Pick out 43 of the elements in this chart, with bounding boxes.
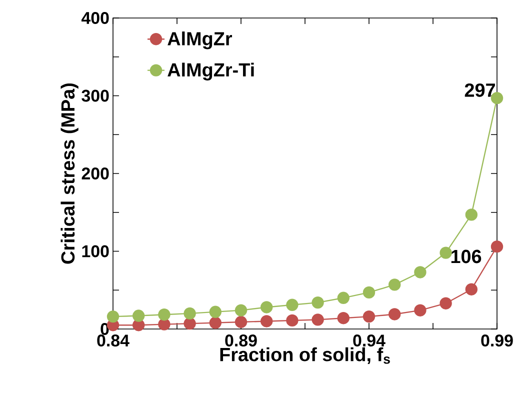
legend-label: AlMgZr (168, 32, 232, 50)
point (388, 278, 401, 291)
point (362, 310, 376, 323)
point (440, 246, 452, 259)
legend-label: AlMgZr-Ti (168, 62, 254, 80)
point (234, 316, 248, 328)
point (286, 314, 298, 327)
point (184, 307, 196, 320)
point (106, 310, 120, 323)
point (158, 318, 170, 330)
point (209, 316, 222, 329)
point (490, 240, 504, 253)
y-tick-label: 100 (82, 245, 109, 258)
point (234, 304, 248, 316)
point (465, 208, 478, 221)
x-tick-label: 0.84 (97, 334, 130, 347)
y-tick-label: 200 (82, 168, 109, 180)
y-tick-label: 400 (81, 12, 109, 24)
point (158, 308, 170, 321)
point (414, 304, 426, 316)
point (465, 283, 478, 296)
point (184, 317, 196, 330)
point (362, 286, 376, 299)
point (337, 292, 350, 304)
x-axis-title: Fraction of solid, f$_{s}$ (220, 347, 390, 364)
point (312, 296, 324, 309)
x-tick-label: 0.94 (353, 334, 386, 347)
point (312, 314, 324, 326)
annotation: 297 (464, 83, 495, 97)
point (260, 315, 273, 328)
point (388, 308, 401, 320)
point (414, 266, 426, 278)
point (286, 298, 298, 311)
x-tick-label: 0.99 (481, 334, 513, 347)
point (132, 310, 145, 322)
point (337, 312, 350, 324)
point (440, 297, 452, 310)
y-axis-title: Critical stress (MPa) (60, 83, 78, 264)
point (260, 301, 273, 314)
point (209, 306, 222, 318)
x-tick-label: 0.89 (225, 334, 257, 347)
annotation: 106 (451, 250, 482, 264)
y-tick-label: 300 (82, 90, 109, 102)
